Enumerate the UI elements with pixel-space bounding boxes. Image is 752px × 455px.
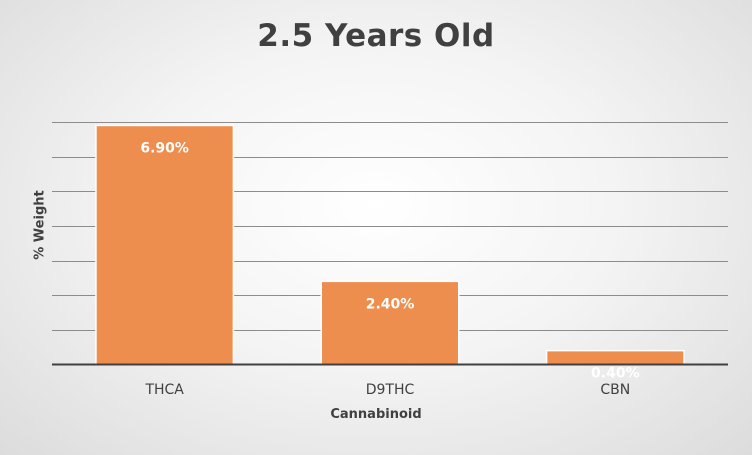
chart-title: 2.5 Years Old xyxy=(257,18,495,54)
x-tick-label: THCA xyxy=(144,382,184,398)
data-label: 6.90% xyxy=(140,140,189,156)
bar-cbn xyxy=(545,349,685,366)
data-label: 0.40% xyxy=(591,366,640,382)
x-tick-label: D9THC xyxy=(366,382,415,398)
x-tick-label: CBN xyxy=(600,382,630,398)
bar-d9thc xyxy=(320,280,460,366)
x-axis-title: Cannabinoid xyxy=(330,407,422,422)
bar-thca xyxy=(95,124,235,366)
data-label: 2.40% xyxy=(366,296,415,312)
